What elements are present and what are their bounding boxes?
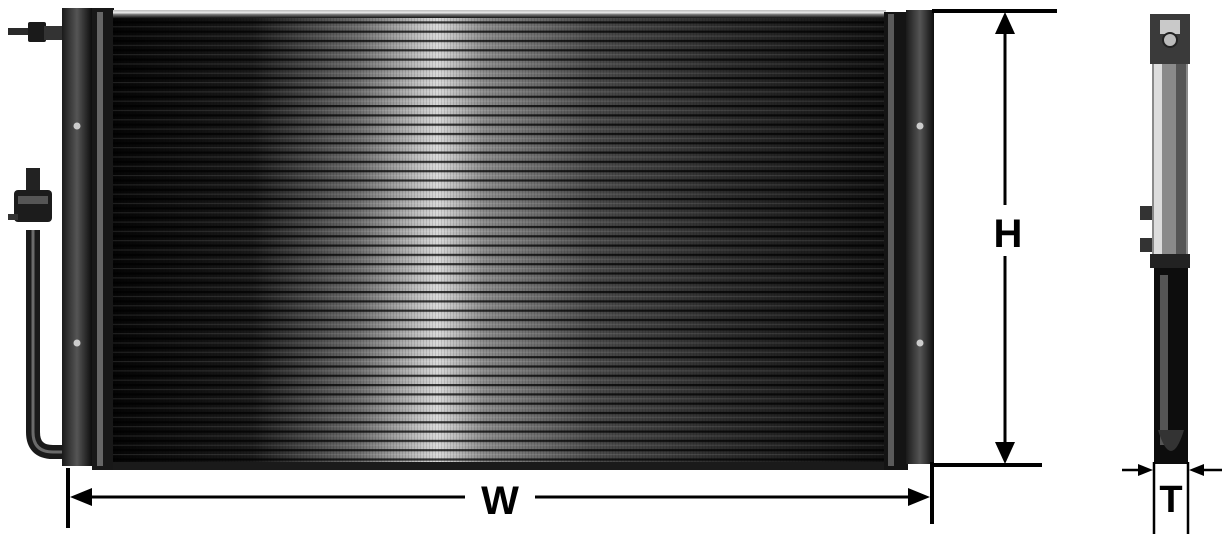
height-arrow-down-icon bbox=[995, 442, 1015, 464]
condenser-core bbox=[113, 10, 886, 470]
thickness-label: T bbox=[1159, 479, 1182, 521]
width-dimension: W bbox=[66, 462, 934, 528]
thickness-dimension: T bbox=[1122, 462, 1222, 534]
height-dimension: H bbox=[932, 9, 1057, 467]
condenser-front-view bbox=[8, 8, 934, 470]
right-header-bracket bbox=[884, 10, 934, 470]
width-arrow-right-icon bbox=[908, 488, 930, 506]
thickness-arrow-left-icon bbox=[1189, 464, 1204, 476]
inlet-fitting bbox=[8, 22, 68, 42]
thickness-arrow-right-icon bbox=[1138, 464, 1153, 476]
outlet-tube bbox=[8, 168, 68, 459]
width-label: W bbox=[481, 479, 519, 523]
condenser-side-view bbox=[1140, 14, 1190, 464]
height-arrow-up-icon bbox=[995, 12, 1015, 34]
width-arrow-left-icon bbox=[70, 488, 92, 506]
height-label: H bbox=[994, 212, 1023, 256]
left-header-bracket bbox=[62, 8, 114, 470]
